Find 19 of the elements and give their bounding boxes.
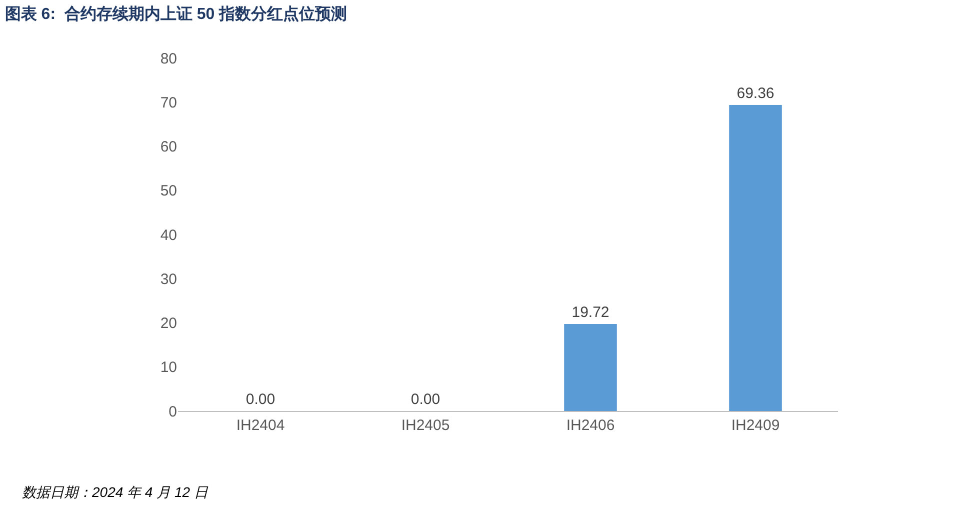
y-tick-label: 60 <box>160 138 177 156</box>
y-tick-label: 20 <box>160 315 177 332</box>
x-tick-label: IH2406 <box>566 417 615 434</box>
y-tick-label: 50 <box>160 182 177 200</box>
y-tick-label: 0 <box>168 403 177 420</box>
data-label: 0.00 <box>410 391 440 408</box>
x-tick-label: IH2405 <box>401 417 450 434</box>
y-tick-label: 80 <box>160 50 177 68</box>
data-label: 69.36 <box>736 84 774 102</box>
y-tick-label: 30 <box>160 270 177 288</box>
data-label: 19.72 <box>572 304 610 321</box>
chart-title: 图表 6: 合约存续期内上证 50 指数分红点位预测 <box>4 4 348 23</box>
x-tick-label: IH2404 <box>236 417 285 434</box>
data-label: 0.00 <box>246 391 276 408</box>
text: 数据日期：2024 年 4 月 12 日 <box>22 484 209 500</box>
y-tick-label: 70 <box>160 94 177 112</box>
x-tick-label: IH2409 <box>731 417 780 434</box>
y-tick-label: 40 <box>160 226 177 244</box>
y-tick-label: 10 <box>160 359 177 376</box>
